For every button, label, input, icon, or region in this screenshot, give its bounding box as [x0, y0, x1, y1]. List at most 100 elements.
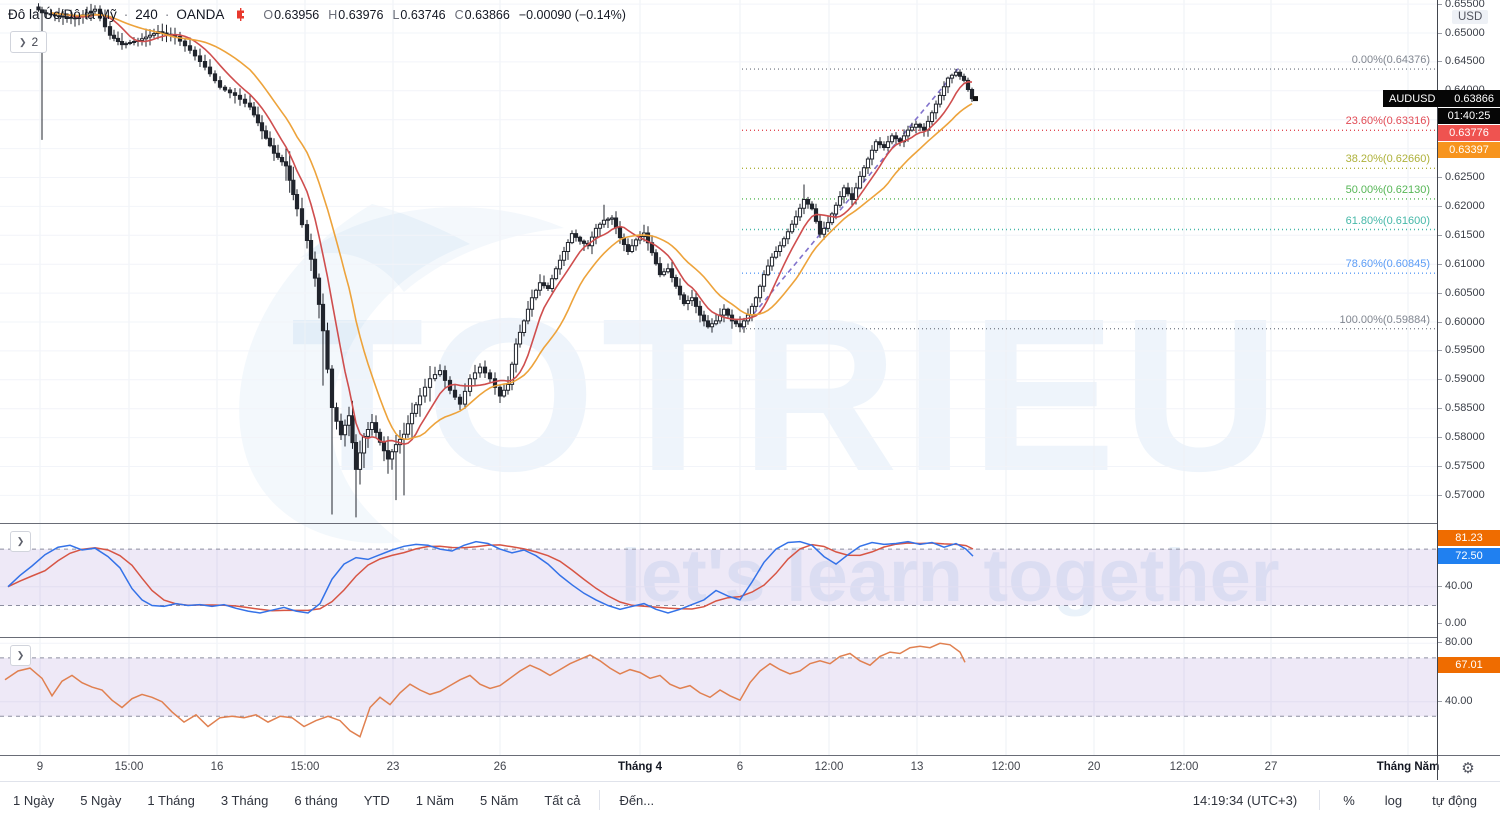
ma-value-label: 0.63776 — [1438, 125, 1500, 141]
chevron-right-icon: ❯ — [19, 36, 27, 47]
range-button-1[interactable]: 1 Ngày — [0, 782, 67, 818]
time-tick: 12:00 — [814, 761, 844, 773]
fib-level-label: 61.80%(0.61600) — [1345, 214, 1430, 227]
hidden-indicator-count: 2 — [31, 35, 39, 49]
fib-level-label: 0.00%(0.64376) — [1351, 54, 1430, 67]
time-tick: 27 — [1264, 761, 1278, 773]
time-tick: 16 — [210, 761, 224, 773]
range-button-8[interactable]: 5 Năm — [467, 782, 531, 818]
close-value: 0.63866 — [464, 7, 510, 22]
price-tick: 0.60500 — [1438, 286, 1485, 299]
stoch-value-label: 81.23 — [1438, 530, 1500, 546]
stoch-value-label: 72.50 — [1438, 548, 1500, 564]
price-tick: 0.58000 — [1438, 431, 1485, 444]
high-value: 0.63976 — [338, 7, 384, 22]
stoch-k-line[interactable] — [7, 540, 974, 614]
price-scale-divider — [1437, 0, 1438, 780]
auto-scale-button[interactable]: tự động — [1419, 782, 1490, 818]
price-tick: 0.65500 — [1438, 0, 1485, 11]
stoch-tick: 0.00 — [1438, 617, 1467, 629]
fib-level-label: 50.00%(0.62130) — [1345, 183, 1430, 196]
exchange-label[interactable]: OANDA — [176, 7, 225, 22]
range-button-2[interactable]: 5 Ngày — [67, 782, 134, 818]
fib-level-label: 78.60%(0.60845) — [1345, 258, 1430, 271]
price-scale[interactable]: USD 0.655000.650000.645000.640000.635000… — [1438, 0, 1500, 755]
range-button-9[interactable]: Tất cả — [531, 782, 593, 818]
rsi-value-label: 67.01 — [1438, 657, 1500, 673]
range-button-6[interactable]: YTD — [351, 782, 403, 818]
price-tick: 0.57500 — [1438, 460, 1485, 473]
price-tick: 0.61000 — [1438, 257, 1485, 270]
time-tick: Tháng Năm — [1376, 761, 1440, 773]
price-tick: 0.62000 — [1438, 199, 1485, 212]
svg-text:let's learn together: let's learn together — [620, 534, 1279, 617]
open-value: 0.63956 — [274, 7, 320, 22]
time-tick: 12:00 — [1169, 761, 1199, 773]
time-tick: 12:00 — [991, 761, 1021, 773]
last-price-label: AUDUSD 0.63866 — [1383, 90, 1500, 107]
range-button-3[interactable]: 1 Tháng — [134, 782, 207, 818]
time-tick: 26 — [493, 761, 507, 773]
symbol-short: AUDUSD — [1389, 92, 1436, 105]
range-button-5[interactable]: 6 tháng — [281, 782, 350, 818]
fib-level-label: 100.00%(0.59884) — [1339, 313, 1430, 326]
interval-label[interactable]: 240 — [135, 7, 158, 22]
time-axis[interactable]: ⚙ 9 15:00 16 15:00 23 26 Tháng 4 6 12:00 13 12:00 2… — [0, 756, 1500, 781]
price-tick: 0.57000 — [1438, 488, 1485, 501]
trendline[interactable] — [741, 68, 959, 329]
price-chart[interactable]: TOTRIEU let's learn together — [0, 0, 1437, 755]
time-tick: 9 — [36, 761, 44, 773]
fib-level-label: 38.20%(0.62660) — [1345, 153, 1430, 166]
chevron-right-icon: ❯ — [16, 536, 25, 546]
time-tick: 13 — [910, 761, 924, 773]
price-tick: 0.62500 — [1438, 171, 1485, 183]
toolbar-divider — [599, 790, 601, 810]
gear-icon[interactable]: ⚙ — [1461, 760, 1475, 777]
svg-text:TOTRIEU: TOTRIEU — [291, 274, 1286, 517]
rsi-tick: 40.00 — [1438, 695, 1473, 707]
ma-value-label: 0.63397 — [1438, 142, 1500, 158]
range-buttons-group: 1 Ngày 5 Ngày 1 Tháng 3 Tháng 6 tháng YTD 1 Nă… — [0, 782, 667, 818]
separator-dot: · — [123, 7, 129, 22]
time-tick: Tháng 4 — [617, 761, 663, 773]
stoch-d-line[interactable] — [7, 542, 974, 612]
time-tick: 6 — [736, 761, 744, 773]
indicators-collapse-button[interactable]: ❯ 2 — [10, 31, 48, 53]
price-tick: 0.60000 — [1438, 315, 1485, 328]
grid — [0, 0, 1437, 755]
ma-slow-line[interactable] — [50, 12, 973, 441]
goto-date-button[interactable]: Đến... — [606, 782, 667, 818]
price-tick: 0.61500 — [1438, 228, 1485, 241]
low-value: 0.63746 — [400, 7, 446, 22]
time-tick: 20 — [1087, 761, 1101, 773]
price-tick: 0.64500 — [1438, 55, 1485, 68]
price-tick: 0.59000 — [1438, 373, 1485, 386]
clock-label[interactable]: 14:19:34 (UTC+3) — [1192, 792, 1298, 808]
stoch-tick: 40.00 — [1438, 580, 1473, 592]
rsi-line[interactable] — [4, 642, 966, 738]
price-tick: 0.58500 — [1438, 402, 1485, 415]
percent-scale-button[interactable]: % — [1330, 782, 1368, 818]
change-value: −0.00090 (−0.14%) — [518, 7, 626, 22]
chevron-right-icon: ❯ — [16, 650, 25, 660]
pane-divider[interactable] — [0, 523, 1500, 524]
last-price-value: 0.63866 — [1454, 92, 1494, 105]
bottom-toolbar: 1 Ngày 5 Ngày 1 Tháng 3 Tháng 6 tháng YTD 1 Nă… — [0, 781, 1500, 818]
ohlc-values: O0.63956 H0.63976 L0.63746 C0.63866 −0.0… — [263, 7, 626, 22]
rsi-panel-collapse-button[interactable]: ❯ — [10, 645, 31, 666]
pane-divider[interactable] — [0, 637, 1500, 638]
log-scale-button[interactable]: log — [1372, 782, 1415, 818]
toolbar-divider — [1319, 790, 1321, 810]
symbol-name[interactable]: Đô la Úc/Đô la Mỹ — [8, 7, 117, 22]
currency-unit-chip: USD — [1452, 10, 1489, 24]
symbol-header: Đô la Úc/Đô la Mỹ · 240 · OANDA O0.63956… — [8, 7, 626, 22]
rsi-tick: 80.00 — [1438, 636, 1473, 648]
range-button-4[interactable]: 3 Tháng — [208, 782, 281, 818]
time-tick: 15:00 — [290, 761, 320, 773]
range-button-7[interactable]: 1 Năm — [403, 782, 467, 818]
stoch-panel-collapse-button[interactable]: ❯ — [10, 531, 31, 552]
time-tick: 15:00 — [114, 761, 144, 773]
price-tick: 0.59500 — [1438, 344, 1485, 357]
ma-fast-line[interactable] — [50, 12, 973, 446]
